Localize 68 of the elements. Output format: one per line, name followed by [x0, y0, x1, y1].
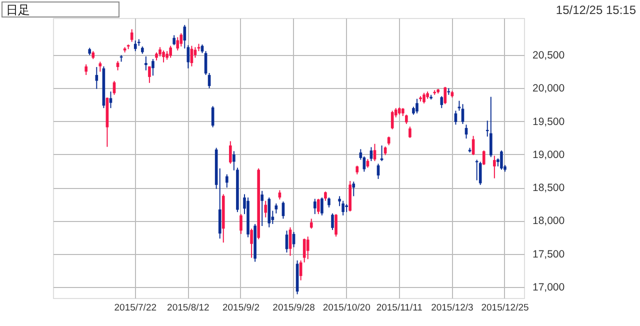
candlestick	[134, 40, 137, 52]
candlestick	[172, 34, 176, 46]
candlestick	[169, 45, 172, 58]
candlestick	[408, 126, 412, 138]
x-tick-label: 2015/9/2	[222, 302, 260, 314]
candlestick	[130, 28, 134, 42]
text: 15/12/25 15:15	[556, 3, 636, 17]
y-tick-label: 17,000	[532, 281, 565, 294]
y-tick-label: 17,500	[532, 248, 565, 260]
x-tick-label: 2015/8/12	[167, 302, 210, 314]
y-tick-label: 19,000	[532, 148, 565, 161]
x-tick-label: 2015/9/28	[272, 302, 315, 314]
candlestick	[331, 212, 334, 230]
candlestick	[240, 214, 242, 234]
candlestick	[444, 86, 447, 105]
candlestick	[324, 191, 327, 202]
candlestick	[500, 150, 503, 170]
text: 日足	[6, 3, 30, 17]
candlestick	[493, 155, 496, 179]
y-tick-label: 19,500	[532, 116, 565, 128]
candlestick	[180, 32, 183, 47]
candlestick	[306, 236, 310, 260]
candlestick	[334, 214, 338, 238]
candlestick	[274, 202, 278, 214]
candlestick	[288, 226, 292, 256]
candlestick	[317, 198, 320, 215]
candlestick	[342, 200, 344, 216]
x-tick-label: 2015/11/11	[376, 302, 422, 314]
candlestick	[461, 104, 464, 124]
candlestick	[95, 66, 98, 90]
candlestick	[144, 56, 148, 71]
candlestick	[152, 58, 154, 76]
candlestick	[370, 146, 373, 162]
candlestick	[162, 50, 165, 63]
candlestick	[250, 228, 253, 258]
x-tick-label: 2015/12/25	[481, 302, 529, 314]
candlestick	[229, 140, 232, 164]
candlestick	[328, 197, 330, 208]
candlestick	[416, 98, 418, 114]
y-tick-label: 18,500	[532, 182, 565, 194]
candlestick	[482, 150, 486, 166]
candlestick	[472, 135, 475, 156]
x-tick-label: 2015/12/3	[431, 302, 474, 314]
candlestick	[183, 24, 186, 49]
candlestick	[478, 161, 482, 186]
x-tick-label: 2015/10/20	[322, 302, 370, 314]
candlestick	[320, 197, 324, 216]
candlestick	[84, 64, 88, 76]
candlestick	[310, 218, 313, 230]
candlestick	[302, 238, 306, 263]
candlestick	[260, 190, 264, 226]
candlestick	[313, 198, 316, 215]
y-tick-label: 20,500	[532, 50, 565, 62]
candlestick	[490, 96, 492, 158]
candlestick	[225, 174, 228, 188]
candlestick	[176, 36, 180, 51]
candlestick	[422, 92, 426, 104]
y-tick-label: 20,000	[532, 82, 565, 95]
candlestick	[148, 66, 151, 84]
candlestick	[390, 110, 394, 130]
candlestick	[440, 96, 444, 109]
y-tick-label: 18,000	[532, 215, 565, 228]
candlestick	[352, 181, 356, 197]
candlestick	[109, 91, 112, 109]
candlestick	[116, 60, 120, 71]
x-tick-label: 2015/7/22	[114, 302, 157, 314]
candlestick	[373, 143, 376, 162]
candlestick	[264, 200, 268, 218]
